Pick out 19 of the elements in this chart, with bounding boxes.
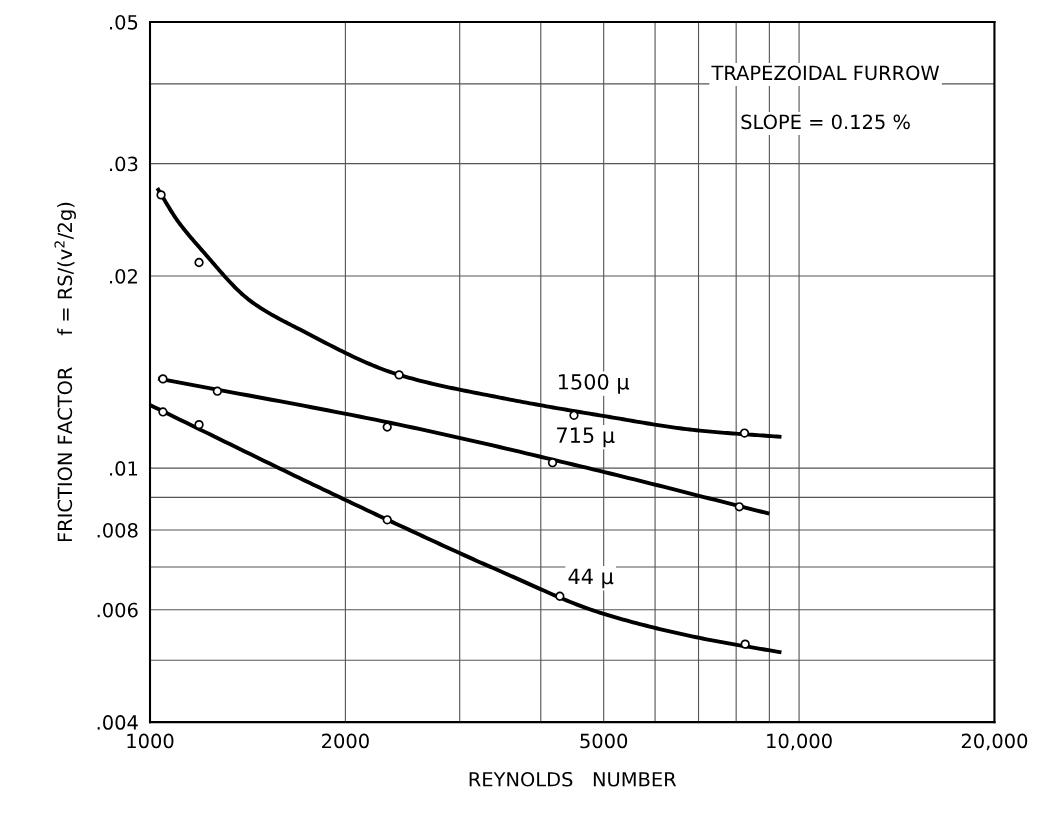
y-tick-label: .02: [110, 268, 137, 284]
x-tick-label: 1000: [127, 733, 174, 749]
x-tick-label: 20,000: [961, 733, 1028, 751]
x-tick-label: 5000: [580, 733, 628, 749]
y-tick-label: .05: [110, 14, 138, 30]
y-tick-label: .008: [97, 522, 138, 538]
x-axis-title: REYNOLDS NUMBER: [469, 771, 677, 787]
y-tick-label: .01: [110, 461, 138, 476]
x-tick-label: 10,000: [767, 733, 832, 751]
series-label: 715 μ: [557, 427, 615, 448]
series-label: 44 μ: [568, 568, 614, 589]
y-tick-label: .006: [97, 602, 138, 618]
y-axis-title: FRICTION FACTOR f = RS/(v$^{2}$/2g): [54, 202, 76, 542]
text: SLOPE = 0.125 %: [741, 114, 910, 130]
x-tick-label: 2000: [322, 733, 369, 749]
series-label: 1500 μ: [559, 373, 630, 394]
y-tick-label: .03: [110, 156, 138, 172]
text: TRAPEZOIDAL FURROW: [711, 65, 940, 81]
y-tick-label: .004: [97, 715, 138, 730]
